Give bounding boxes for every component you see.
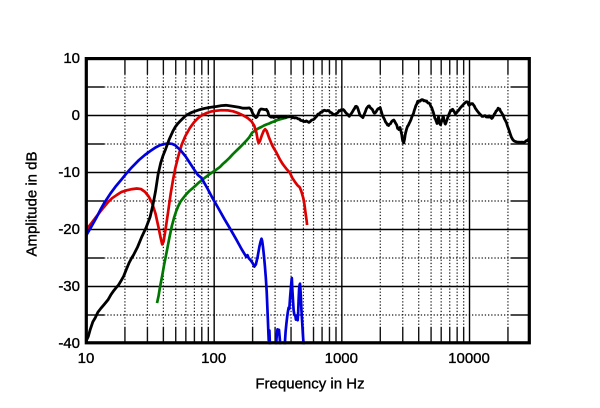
- svg-text:100: 100: [201, 350, 226, 367]
- svg-text:1000: 1000: [325, 350, 358, 367]
- svg-text:0: 0: [72, 107, 80, 124]
- svg-text:Amplitude in dB: Amplitude in dB: [24, 151, 41, 256]
- svg-text:-20: -20: [58, 221, 80, 238]
- svg-text:10000: 10000: [448, 350, 490, 367]
- svg-text:Frequency in Hz: Frequency in Hz: [255, 376, 364, 393]
- svg-text:-40: -40: [58, 335, 80, 352]
- svg-text:10: 10: [63, 50, 80, 67]
- svg-text:-30: -30: [58, 278, 80, 295]
- svg-text:10: 10: [78, 350, 95, 367]
- svg-text:-10: -10: [58, 164, 80, 181]
